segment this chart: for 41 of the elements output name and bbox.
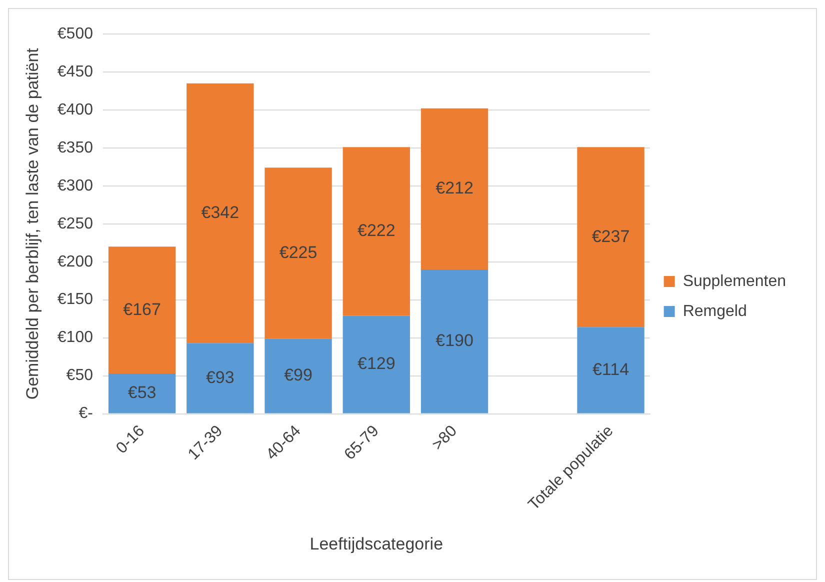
y-axis-title: Gemiddeld per berblijf, ten laste van de patiënt bbox=[22, 48, 42, 400]
y-tick-label: €350 bbox=[57, 139, 94, 156]
y-tick-label: €100 bbox=[57, 329, 94, 346]
y-tick-label: €500 bbox=[57, 25, 94, 42]
legend-label: Remgeld bbox=[682, 302, 747, 320]
bar bbox=[186, 83, 254, 344]
data-label: €222 bbox=[357, 221, 396, 240]
bar bbox=[420, 108, 488, 270]
data-label: €167 bbox=[123, 300, 161, 319]
bar bbox=[342, 316, 410, 414]
bar bbox=[108, 374, 176, 414]
bar bbox=[264, 338, 332, 414]
data-label: €99 bbox=[284, 366, 312, 385]
data-label: €212 bbox=[436, 178, 474, 198]
data-label: €237 bbox=[592, 226, 630, 246]
bar bbox=[420, 269, 488, 414]
bar bbox=[342, 147, 410, 316]
x-tick-label: 0-16 bbox=[113, 422, 148, 458]
data-label: €225 bbox=[279, 242, 318, 262]
data-label: €53 bbox=[128, 383, 156, 402]
data-label: €342 bbox=[201, 202, 240, 222]
y-tick-label: €400 bbox=[57, 101, 94, 118]
bar bbox=[264, 168, 332, 339]
x-tick-label: >80 bbox=[429, 422, 461, 454]
y-tick-label: €- bbox=[78, 405, 93, 422]
data-label: €114 bbox=[592, 360, 630, 379]
y-tick-label: €250 bbox=[57, 215, 94, 232]
data-label: €93 bbox=[206, 368, 234, 387]
data-label: €190 bbox=[436, 331, 474, 350]
data-label: €129 bbox=[357, 354, 396, 374]
bar bbox=[108, 246, 176, 374]
bar bbox=[577, 147, 644, 328]
y-tick-label: €50 bbox=[66, 367, 94, 384]
legend-label: Supplementen bbox=[682, 272, 786, 290]
x-axis-title: Leeftijdscategorie bbox=[310, 534, 444, 554]
y-tick-label: €150 bbox=[57, 291, 94, 308]
bar bbox=[577, 327, 644, 414]
y-tick-label: €450 bbox=[57, 63, 94, 80]
bar bbox=[186, 343, 254, 414]
y-tick-label: €200 bbox=[57, 253, 94, 270]
y-tick-label: €300 bbox=[57, 177, 94, 194]
